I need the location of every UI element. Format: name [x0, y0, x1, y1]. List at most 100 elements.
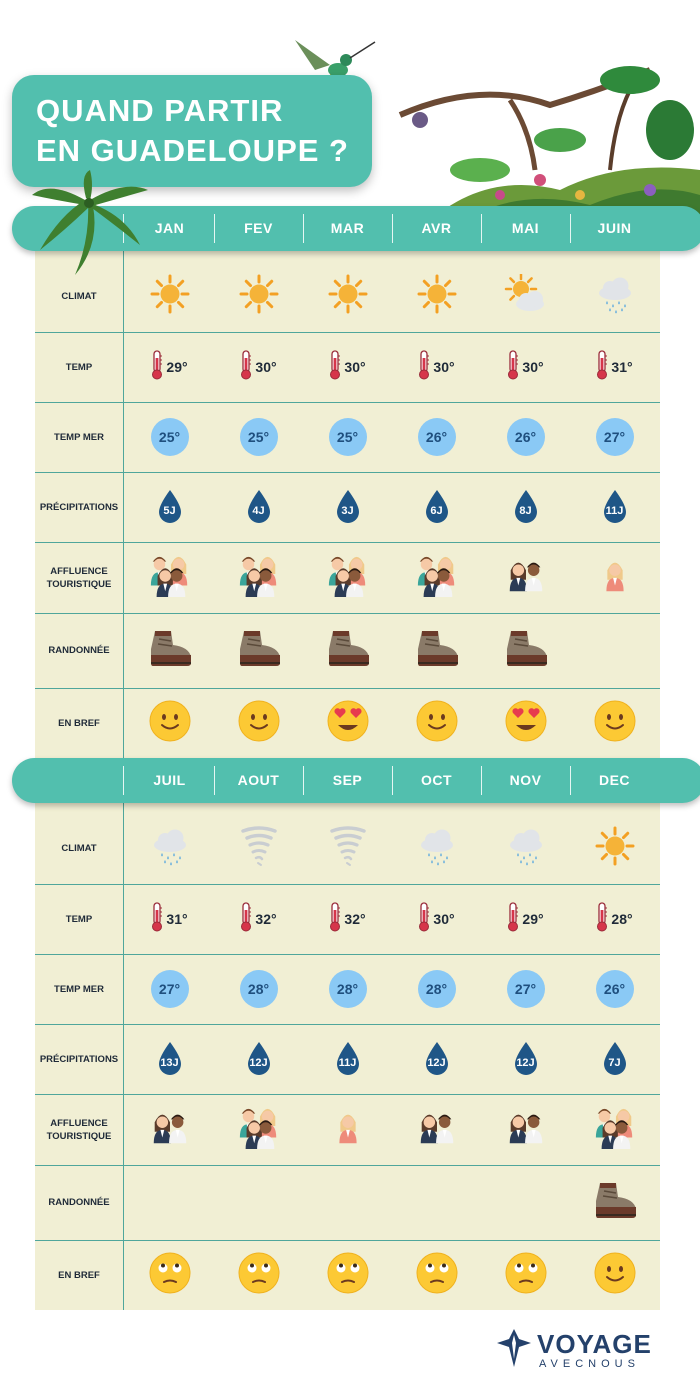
- thermometer-icon: [329, 901, 341, 937]
- heart-eyes-face-icon: [504, 699, 548, 748]
- sea-temperature: 28°: [417, 970, 456, 1008]
- month-header-jan: JAN: [154, 220, 185, 236]
- hiking-boot-icon: [145, 627, 195, 674]
- cell-affluence-oct: [392, 1094, 481, 1165]
- calendar-section-2: JUIL AOUT SEP OCT NOV DEC CLIMAT TEMP 31° 32° …: [12, 758, 700, 1310]
- cell-temp-dec: 28°: [570, 884, 659, 954]
- sun-icon: [150, 274, 190, 319]
- month-header-nov: NOV: [509, 772, 542, 788]
- cell-en-bref-juin: [570, 688, 659, 758]
- rain-drop-icon: 12J: [244, 1041, 274, 1077]
- row-label-en-bref: EN BREF: [58, 1269, 100, 1281]
- cell-climat-dec: [570, 812, 659, 884]
- rain-days: 5J: [163, 505, 176, 517]
- rain-days: 7J: [608, 1057, 621, 1069]
- thermometer-icon: [507, 349, 519, 385]
- thermometer-icon: [596, 901, 608, 937]
- cell-affluence-nov: [481, 1094, 570, 1165]
- month-separator: [392, 766, 393, 795]
- rain-days: 6J: [430, 505, 443, 517]
- row-label-temp-mer: TEMP MER: [54, 431, 104, 443]
- eye-roll-face-icon: [148, 1251, 192, 1300]
- month-header-mar: MAR: [330, 220, 365, 236]
- row-label-affluence: AFFLUENCE TOURISTIQUE: [46, 1117, 112, 1142]
- cell-temp-oct: 30°: [392, 884, 481, 954]
- cell-en-bref-juil: [125, 1240, 214, 1310]
- cell-affluence-fev: [214, 542, 303, 613]
- rain-days: 4J: [252, 505, 265, 517]
- tornado-icon: [239, 825, 279, 872]
- title-line-2: EN GUADELOUPE ?: [36, 133, 349, 168]
- row-divider: [35, 688, 660, 689]
- cell-climat-aout: [214, 812, 303, 884]
- smiley-face-icon: [415, 699, 459, 748]
- cell-precipitations-mai: 8J: [481, 472, 570, 542]
- rain-days: 11J: [338, 1057, 357, 1069]
- crowd-large-icon: [594, 1105, 636, 1154]
- cell-precipitations-avr: 6J: [392, 472, 481, 542]
- rain-drop-icon: 12J: [511, 1041, 541, 1077]
- rain-drop-icon: 8J: [511, 489, 541, 525]
- cell-temp-aout: 32°: [214, 884, 303, 954]
- cell-climat-sep: [303, 812, 392, 884]
- month-separator: [392, 214, 393, 243]
- month-header-juil: JUIL: [153, 772, 186, 788]
- month-header-juin: JUIN: [597, 220, 632, 236]
- cell-randonnee-aout: [214, 1165, 303, 1240]
- sea-temperature: 25°: [328, 418, 367, 456]
- crowd-large-icon: [149, 553, 191, 602]
- sea-temperature: 25°: [150, 418, 189, 456]
- cell-temp-mer-fev: 25°: [214, 402, 303, 472]
- month-separator: [303, 766, 304, 795]
- hiking-boot-icon: [323, 627, 373, 674]
- month-header-fev: FEV: [244, 220, 273, 236]
- cell-affluence-juin: [570, 542, 659, 613]
- cell-randonnee-dec: [570, 1165, 659, 1240]
- cell-en-bref-mar: [303, 688, 392, 758]
- thermometer-icon: [596, 349, 608, 385]
- air-temperature: 31°: [166, 911, 188, 927]
- hiking-boot-icon: [234, 627, 284, 674]
- cell-en-bref-sep: [303, 1240, 392, 1310]
- cell-climat-mai: [481, 260, 570, 332]
- cell-precipitations-oct: 12J: [392, 1024, 481, 1094]
- cell-randonnee-avr: [392, 613, 481, 688]
- cell-affluence-mar: [303, 542, 392, 613]
- thermometer-icon: [329, 349, 341, 385]
- cell-temp-mer-dec: 26°: [570, 954, 659, 1024]
- cell-en-bref-mai: [481, 688, 570, 758]
- cell-temp-mer-mar: 25°: [303, 402, 392, 472]
- rain-days: 3J: [341, 505, 354, 517]
- month-separator: [303, 214, 304, 243]
- cell-climat-oct: [392, 812, 481, 884]
- cell-temp-juil: 31°: [125, 884, 214, 954]
- calendar-section-1: JAN FEV MAR AVR MAI JUIN CLIMAT TEMP 29° 30° 3…: [12, 206, 700, 758]
- air-temperature: 30°: [433, 911, 455, 927]
- cell-temp-juin: 31°: [570, 332, 659, 402]
- logo-word: VOYAGE: [537, 1329, 652, 1359]
- cell-climat-avr: [392, 260, 481, 332]
- row-divider: [35, 332, 660, 333]
- crowd-small-icon: [328, 1105, 368, 1154]
- cell-en-bref-nov: [481, 1240, 570, 1310]
- crowd-medium-icon: [505, 1105, 547, 1154]
- air-temperature: 30°: [433, 359, 455, 375]
- crowd-small-icon: [595, 553, 635, 602]
- sun-cloud-icon: [504, 272, 548, 319]
- month-separator: [481, 214, 482, 243]
- month-header-sep: SEP: [332, 772, 363, 788]
- eye-roll-face-icon: [415, 1251, 459, 1300]
- thermometer-icon: [240, 349, 252, 385]
- voyage-avecnous-logo: VOYAGE AVECNOUS: [497, 1327, 667, 1372]
- air-temperature: 31°: [611, 359, 633, 375]
- cell-randonnee-mar: [303, 613, 392, 688]
- cell-precipitations-nov: 12J: [481, 1024, 570, 1094]
- sea-temperature: 26°: [506, 418, 545, 456]
- cell-temp-mer-nov: 27°: [481, 954, 570, 1024]
- cell-affluence-jan: [125, 542, 214, 613]
- air-temperature: 29°: [166, 359, 188, 375]
- hiking-boot-icon: [590, 1179, 640, 1226]
- sun-icon: [417, 274, 457, 319]
- row-divider: [35, 954, 660, 955]
- month-header-avr: AVR: [421, 220, 452, 236]
